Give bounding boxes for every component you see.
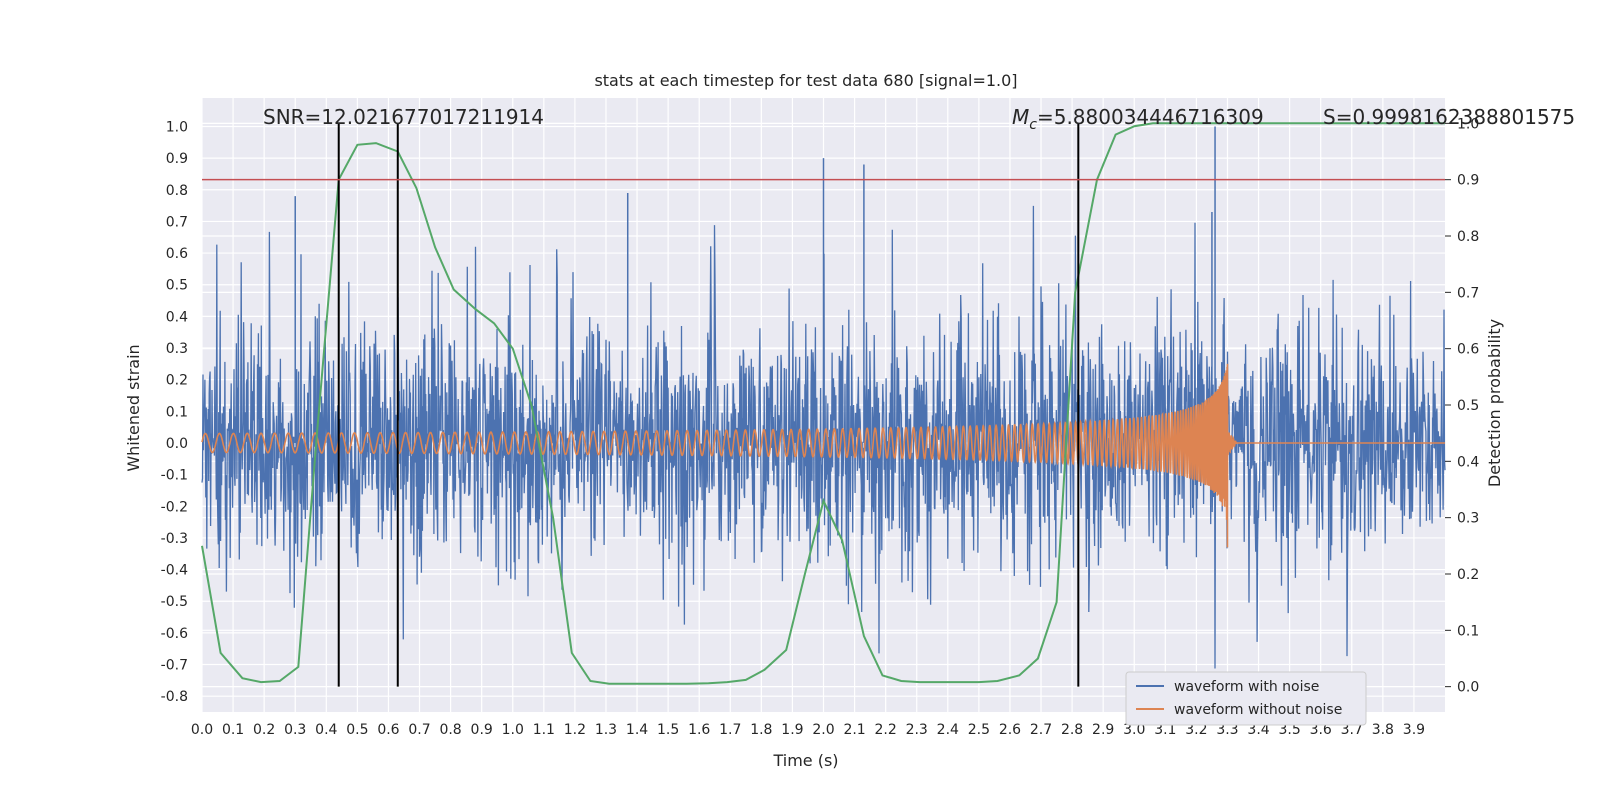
x-tick-label: 0.7 xyxy=(408,722,430,738)
mc-subscript: c xyxy=(1029,117,1037,133)
x-tick-label: 3.0 xyxy=(1123,722,1145,738)
x-tick-label: 0.4 xyxy=(315,722,337,738)
legend: waveform with noise waveform without noi… xyxy=(1125,671,1367,726)
x-tick-label: 1.7 xyxy=(719,722,741,738)
y-tick-label-left: -0.3 xyxy=(161,531,188,547)
x-tick-label: 0.6 xyxy=(377,722,399,738)
y-tick-label-left: -0.8 xyxy=(161,689,188,705)
vertical-markers xyxy=(337,123,1080,687)
x-tick-label: 1.0 xyxy=(502,722,524,738)
y-tick-label-left: 1.0 xyxy=(166,119,188,135)
y-tick-label-left: 0.7 xyxy=(166,214,188,230)
y-ticks-left: -0.8 -0.7 -0.6 -0.5 -0.4 -0.3 -0.2 -0.1 0.0 0.1 0.… xyxy=(161,119,188,705)
y-tick-label-left: 0.4 xyxy=(166,309,188,325)
x-tick-label: 2.4 xyxy=(937,722,959,738)
s-annotation: S=0.9998162388801575 xyxy=(1323,105,1575,129)
x-tick-label: 3.9 xyxy=(1403,722,1425,738)
y-tick-label-right: 0.6 xyxy=(1457,342,1479,358)
x-tick-label: 2.3 xyxy=(906,722,928,738)
legend-label-clean: waveform without noise xyxy=(1174,702,1342,718)
y-tick-label-right: 0.7 xyxy=(1457,285,1479,301)
y-tick-label-left: -0.6 xyxy=(161,626,188,642)
y-tick-label-right: 0.3 xyxy=(1457,511,1479,527)
y-tick-label-right: 1.0 xyxy=(1457,116,1479,132)
x-tick-label: 2.9 xyxy=(1092,722,1114,738)
x-tick-label: 3.2 xyxy=(1185,722,1207,738)
y-axis-label-left: Whitened strain xyxy=(124,344,143,471)
y-tick-label-left: 0.8 xyxy=(166,183,188,199)
x-tick-label: 1.6 xyxy=(688,722,710,738)
x-tick-label: 1.4 xyxy=(626,722,648,738)
mc-annotation: Mc=5.880034446716309 xyxy=(1012,105,1264,133)
x-axis-label: Time (s) xyxy=(772,751,838,770)
y-tick-label-left: 0.2 xyxy=(166,373,188,389)
y-tick-label-right: 0.5 xyxy=(1457,398,1479,414)
x-tick-label: 0.3 xyxy=(284,722,306,738)
y-ticks-right: 0.0 0.1 0.2 0.3 0.4 0.5 0.6 0.7 0.8 0.9 1.0 xyxy=(1445,116,1479,696)
y-tick-label-left: 0.3 xyxy=(166,341,188,357)
x-tick-label: 3.4 xyxy=(1247,722,1269,738)
y-tick-label-left: -0.2 xyxy=(161,499,188,515)
legend-box xyxy=(1125,671,1367,726)
clean-trace xyxy=(201,366,1445,520)
x-tick-label: 3.7 xyxy=(1341,722,1363,738)
y-tick-label-right: 0.4 xyxy=(1457,454,1479,470)
y-tick-label-left: 0.9 xyxy=(166,151,188,167)
x-tick-label: 1.8 xyxy=(750,722,772,738)
snr-annotation: SNR=12.021677017211914 xyxy=(263,105,544,129)
x-tick-label: 2.5 xyxy=(968,722,990,738)
x-tick-label: 2.0 xyxy=(812,722,834,738)
x-tick-label: 1.1 xyxy=(533,722,555,738)
x-tick-label: 3.3 xyxy=(1216,722,1238,738)
x-tick-label: 2.2 xyxy=(875,722,897,738)
y-tick-label-left: -0.7 xyxy=(161,658,188,674)
x-tick-label: 2.1 xyxy=(843,722,865,738)
y-tick-label-right: 0.2 xyxy=(1457,567,1479,583)
x-tick-label: 1.3 xyxy=(595,722,617,738)
x-tick-label: 3.8 xyxy=(1372,722,1394,738)
y-tick-label-left: 0.5 xyxy=(166,278,188,294)
x-tick-label: 2.7 xyxy=(1030,722,1052,738)
y-tick-label-left: -0.5 xyxy=(161,594,188,610)
legend-label-noise: waveform with noise xyxy=(1174,679,1319,695)
y-tick-label-left: 0.1 xyxy=(166,404,188,420)
y-tick-label-right: 0.8 xyxy=(1457,229,1479,245)
y-tick-label-right: 0.9 xyxy=(1457,173,1479,189)
probability-trace xyxy=(201,122,1445,685)
mc-symbol: M xyxy=(1012,105,1029,129)
y-tick-label-left: -0.4 xyxy=(161,563,188,579)
y-tick-label-left: 0.0 xyxy=(166,436,188,452)
y-axis-label-right: Detection probability xyxy=(1485,319,1504,487)
y-tick-label-left: -0.1 xyxy=(161,468,188,484)
x-tick-label: 0.1 xyxy=(222,722,244,738)
x-tick-label: 1.9 xyxy=(781,722,803,738)
mc-value: =5.880034446716309 xyxy=(1037,105,1264,129)
x-tick-label: 1.5 xyxy=(657,722,679,738)
x-tick-label: 1.2 xyxy=(564,722,586,738)
x-tick-label: 0.5 xyxy=(346,722,368,738)
y-tick-label-left: 0.6 xyxy=(166,246,188,262)
chart-title: stats at each timestep for test data 680… xyxy=(594,71,1017,90)
x-tick-label: 3.1 xyxy=(1154,722,1176,738)
y-tick-label-right: 0.1 xyxy=(1457,623,1479,639)
series-detection-probability xyxy=(201,122,1445,685)
x-tick-label: 3.6 xyxy=(1310,722,1332,738)
x-tick-label: 2.6 xyxy=(999,722,1021,738)
x-tick-label: 0.0 xyxy=(191,722,213,738)
x-tick-label: 3.5 xyxy=(1278,722,1300,738)
x-tick-label: 0.2 xyxy=(253,722,275,738)
series-waveform-without-noise xyxy=(201,363,1445,548)
x-tick-label: 0.8 xyxy=(439,722,461,738)
y-tick-label-right: 0.0 xyxy=(1457,680,1479,696)
x-ticks: 0.0 0.1 0.2 0.3 0.4 0.5 0.6 0.7 0.8 0.9 1.0 1.1 1.2 1… xyxy=(191,722,1425,738)
x-tick-label: 0.9 xyxy=(471,722,493,738)
x-tick-label: 2.8 xyxy=(1061,722,1083,738)
